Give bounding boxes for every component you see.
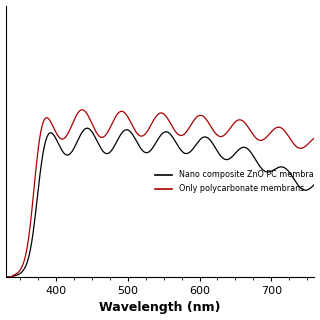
X-axis label: Wavelength (nm): Wavelength (nm)	[99, 301, 221, 315]
Legend: Nano composite ZnO PC membra, Only polycarbonate membrans: Nano composite ZnO PC membra, Only polyc…	[155, 171, 314, 193]
